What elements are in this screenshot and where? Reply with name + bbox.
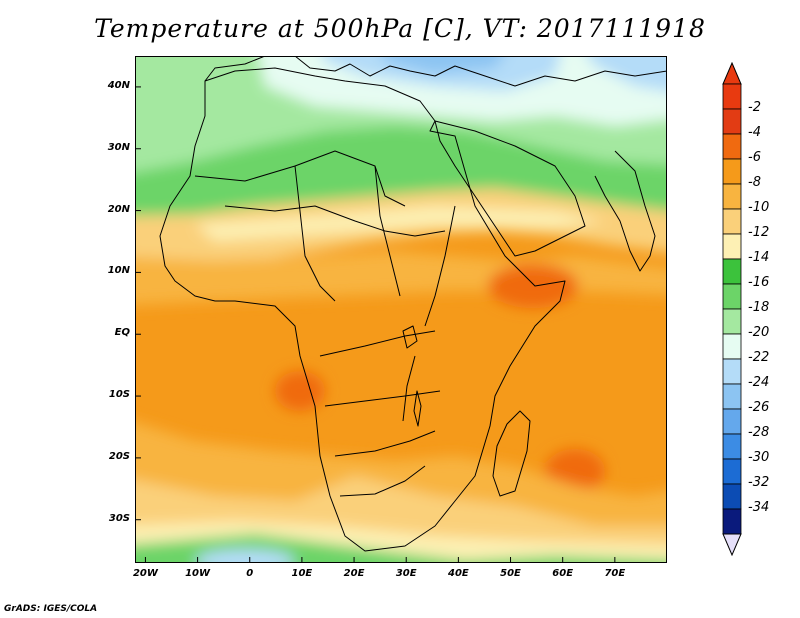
lon-tick-label: 20E (343, 568, 365, 579)
iberia-coast (204, 56, 266, 82)
border-south-2 (334, 430, 436, 457)
border-south-1 (324, 390, 441, 407)
colorbar-label: -34 (748, 500, 770, 515)
arabia-coast (434, 120, 586, 257)
field-yellow-band (135, 188, 667, 270)
lat-tick-label: 10S (108, 389, 130, 401)
india-coast (594, 150, 656, 272)
border-south-3 (339, 465, 426, 497)
lon-tick-label: 50E (500, 568, 521, 579)
border-central (319, 330, 436, 357)
colorbar-segment (722, 358, 742, 385)
colorbar-segment (722, 283, 742, 310)
border-ns-1 (294, 165, 336, 302)
colorbar-label: -30 (748, 450, 770, 465)
colorbar-segment (722, 208, 742, 235)
lon-tick-label: 30E (395, 568, 417, 579)
grads-credit: GrADS: IGES/COLA (4, 604, 98, 614)
lat-tick-label: 30N (107, 141, 130, 153)
lon-tick-label: 10W (185, 568, 211, 579)
colorbar-label: -32 (748, 475, 770, 490)
colorbar-label: -28 (748, 425, 770, 440)
field-hotspot-angola (275, 371, 325, 411)
colorbar-bottom-arrow (722, 533, 742, 556)
lat-tick-label: 30S (108, 512, 130, 524)
colorbar-label: -26 (748, 400, 770, 415)
field-blue-south (195, 549, 295, 563)
lat-tick-label: EQ (114, 327, 130, 339)
border-sahel (224, 205, 446, 237)
lake-malawi (413, 390, 422, 427)
colorbar-label: -10 (748, 200, 770, 215)
colorbar-label: -18 (748, 300, 770, 315)
lon-tick-label: 0 (246, 568, 254, 579)
colorbar-segment (722, 83, 742, 110)
temperature-map (135, 56, 667, 563)
field-hotspot-horn (488, 264, 578, 308)
colorbar-label: -4 (748, 125, 761, 140)
lon-tick-label: 60E (552, 568, 574, 579)
colorbar-label: -12 (748, 225, 770, 240)
lon-tick-label: 10E (291, 568, 313, 579)
lat-tick-label: 20N (107, 203, 130, 215)
colorbar-segment (722, 133, 742, 160)
lon-tick-label: 20W (132, 568, 158, 579)
colorbar-label: -16 (748, 275, 770, 290)
africa-coast (159, 67, 566, 552)
europe-coast (294, 56, 667, 87)
colorbar-segment (722, 383, 742, 410)
map-panel (135, 56, 667, 563)
lat-tick-label: 10N (107, 265, 130, 277)
lon-tick-label: 70E (604, 568, 626, 579)
chart-title: Temperature at 500hPa [C], VT: 201711191… (94, 14, 706, 43)
field-lightblue-ne (588, 56, 667, 92)
colorbar-segment (722, 508, 742, 535)
lake-victoria (402, 325, 418, 349)
madagascar-coast (492, 410, 531, 497)
colorbar-segment (722, 158, 742, 185)
colorbar-segment (722, 233, 742, 260)
border-ns-2 (374, 165, 401, 297)
lat-tick-label: 20S (108, 450, 130, 462)
map-frame (135, 56, 667, 563)
colorbar-label: -2 (748, 100, 761, 115)
colorbar-top-arrow (722, 62, 742, 85)
field-paleyellow-band (195, 206, 605, 241)
colorbar-label: -20 (748, 325, 770, 340)
colorbar-label: -6 (748, 150, 761, 165)
border-east (424, 205, 456, 327)
colorbar-label: -14 (748, 250, 770, 265)
lat-tick-label: 40N (107, 79, 130, 91)
lon-tick-label: 40E (447, 568, 469, 579)
colorbar-segment (722, 433, 742, 460)
field-lightblue-north (323, 56, 560, 91)
colorbar-label: -24 (748, 375, 770, 390)
coastlines (159, 56, 667, 552)
colorbar-segment (722, 483, 742, 510)
colorbar-segment (722, 333, 742, 360)
colorbar-label: -22 (748, 350, 770, 365)
colorbar-segment (722, 458, 742, 485)
field-blue-north (383, 56, 503, 74)
colorbar-segment (722, 258, 742, 285)
border-sahara-1 (194, 150, 406, 207)
colorbar-segment (722, 308, 742, 335)
axis-ticks (135, 86, 616, 563)
border-rift (402, 355, 416, 422)
colorbar-segment (722, 183, 742, 210)
colorbar-label: -8 (748, 175, 761, 190)
colorbar (722, 62, 742, 556)
colorbar-segment (722, 408, 742, 435)
colorbar-segment (722, 108, 742, 135)
